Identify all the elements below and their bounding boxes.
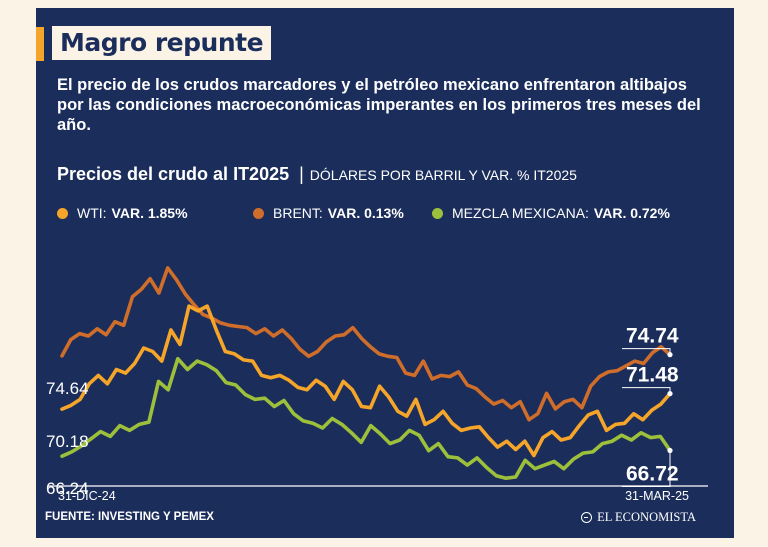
legend-dot-mezcla xyxy=(432,207,443,219)
chart-header: Precios del crudo al IT2025 | DÓLARES POR … xyxy=(57,164,577,185)
page-title: Magro repunte xyxy=(52,26,272,60)
legend-name-brent: BRENT: xyxy=(273,205,323,221)
end-label-wti: 71.48 xyxy=(626,364,679,387)
source-note: FUENTE: INVESTING Y PEMEX xyxy=(45,511,214,523)
legend-item-mezcla: MEZCLA MEXICANA: VAR. 0.72% xyxy=(432,205,670,221)
leader-line-wti xyxy=(622,387,671,394)
brand-name: EL ECONOMISTA xyxy=(597,510,696,524)
legend-var-wti: VAR. 1.85% xyxy=(111,205,188,221)
series-line-wti xyxy=(60,304,672,458)
start-label-brent: 74.64 xyxy=(46,379,89,398)
start-label-mezcla-mexicana: 66.24 xyxy=(46,479,89,498)
x-tick-label-start: 31-DIC-24 xyxy=(58,489,116,503)
page-subtitle: El precio de los crudos marcadores y el … xyxy=(57,76,701,134)
legend-var-mezcla: VAR. 0.72% xyxy=(593,205,670,221)
leader-line-brent xyxy=(622,348,671,355)
legend-item-brent: BRENT: VAR. 0.13% xyxy=(253,205,404,221)
infographic-card: Magro repunte El precio de los crudos ma… xyxy=(36,8,734,538)
price-line-chart: 74.64 70.18 66.24 74.74 71.48 66.72 31-DIC-24 3… xyxy=(46,266,708,503)
chart-units: DÓLARES POR BARRIL Y VAR. % IT2025 xyxy=(309,167,577,183)
chart-title: Precios del crudo al IT2025 xyxy=(57,164,290,184)
legend-dot-brent xyxy=(253,207,264,219)
legend-name-wti: WTI: xyxy=(77,205,107,221)
end-label-brent: 74.74 xyxy=(626,325,679,348)
brand-mark-icon xyxy=(581,512,593,523)
legend-item-wti: WTI: VAR. 1.85% xyxy=(57,205,188,221)
end-label-mezcla-mexicana: 66.72 xyxy=(626,462,679,485)
series-line-brent xyxy=(60,266,672,422)
brand-logo: EL ECONOMISTA xyxy=(581,510,696,525)
legend-dot-wti xyxy=(57,207,68,219)
title-accent-bar xyxy=(36,27,44,61)
series-line-mezcla-mexicana xyxy=(60,356,672,481)
start-label-wti: 70.18 xyxy=(46,432,89,451)
legend-name-mezcla: MEZCLA MEXICANA: xyxy=(452,205,589,221)
legend-var-brent: VAR. 0.13% xyxy=(327,205,404,221)
leader-line-mezcla-mexicana xyxy=(622,450,671,487)
x-tick-label-end: 31-MAR-25 xyxy=(625,489,689,503)
chart-header-separator: | xyxy=(299,164,304,184)
